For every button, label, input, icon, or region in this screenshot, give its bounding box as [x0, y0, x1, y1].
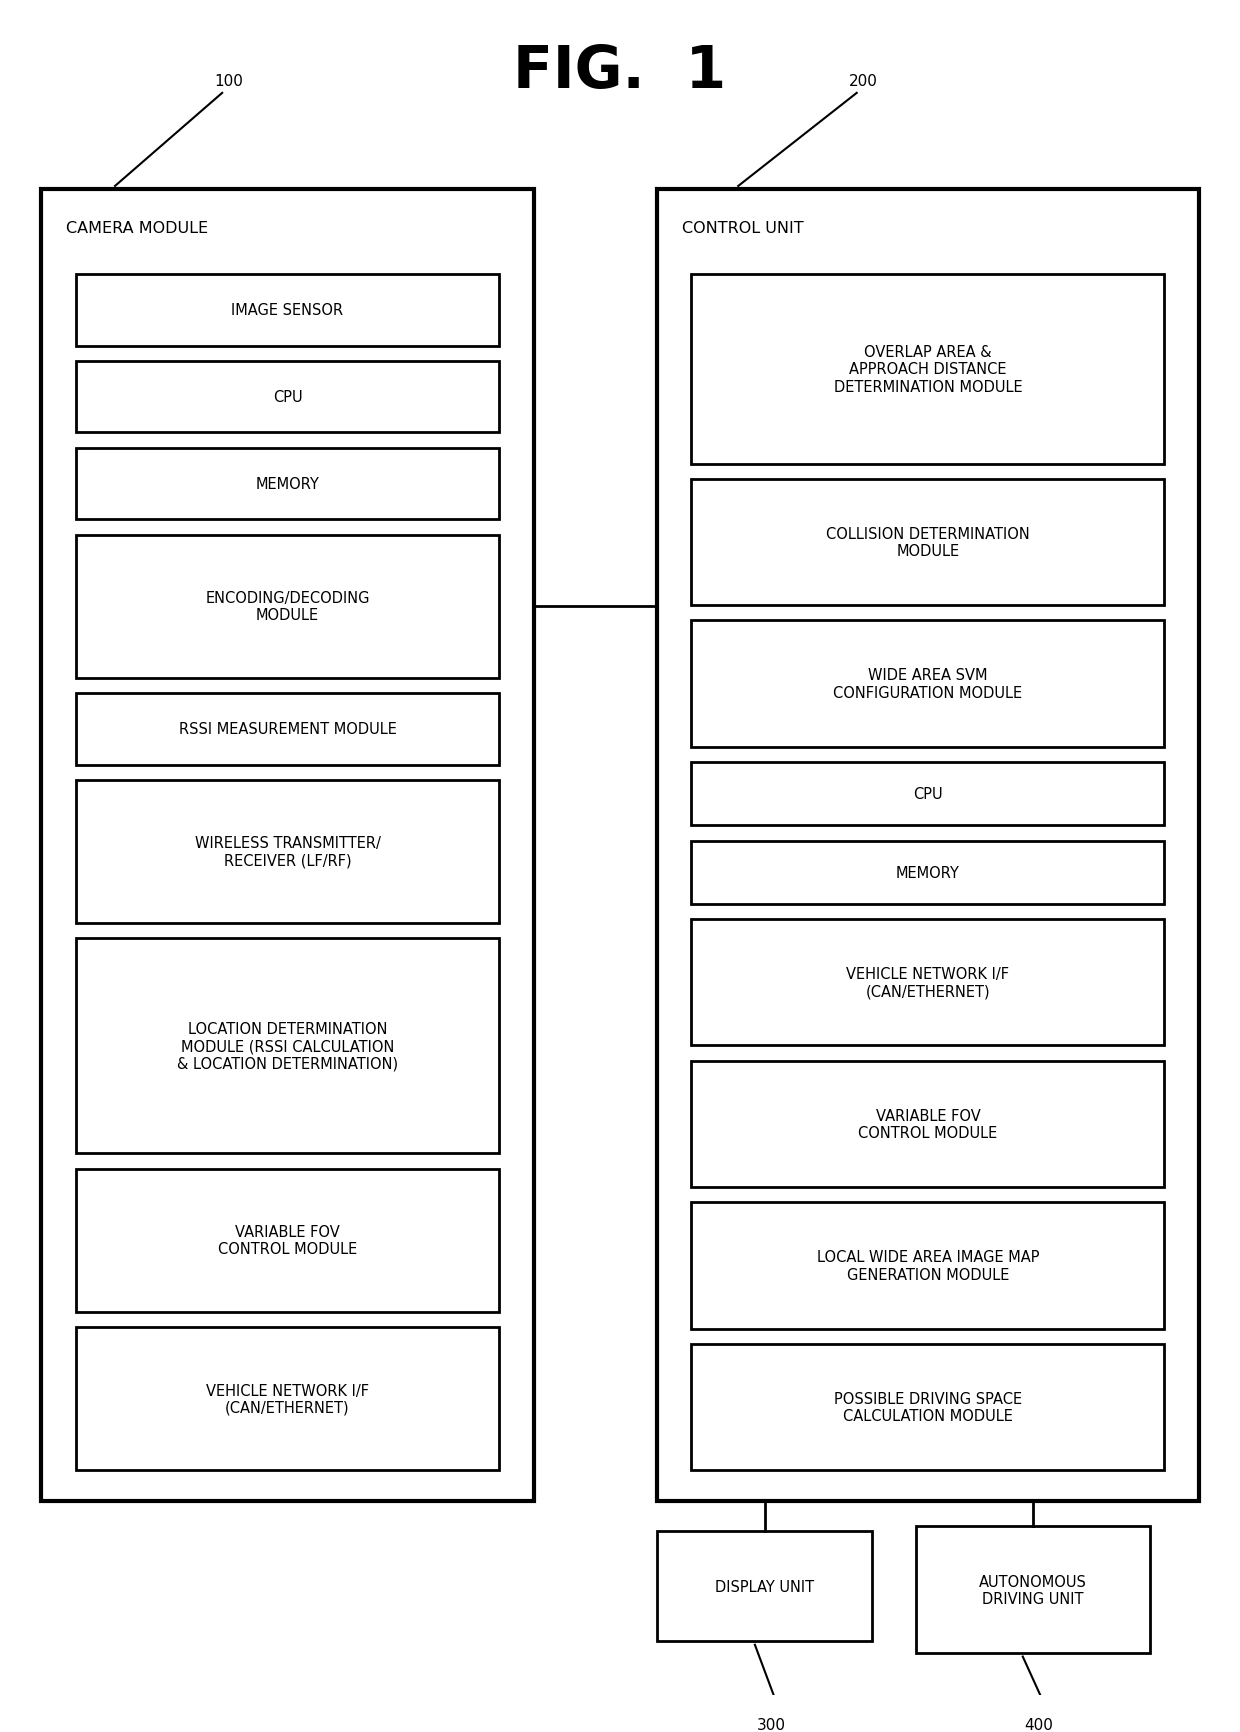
Text: 400: 400: [1024, 1718, 1053, 1732]
Bar: [692, 920, 1164, 1046]
Bar: [657, 1531, 873, 1642]
Text: MEMORY: MEMORY: [897, 866, 960, 880]
Bar: [692, 842, 1164, 904]
Bar: [915, 1526, 1149, 1654]
Bar: [41, 191, 533, 1502]
Bar: [692, 762, 1164, 826]
Text: COLLISION DETERMINATION
MODULE: COLLISION DETERMINATION MODULE: [826, 527, 1029, 559]
Text: IMAGE SENSOR: IMAGE SENSOR: [232, 303, 343, 319]
Text: WIRELESS TRANSMITTER/
RECEIVER (LF/RF): WIRELESS TRANSMITTER/ RECEIVER (LF/RF): [195, 837, 381, 868]
Text: 200: 200: [848, 74, 878, 88]
Text: FIG.  1: FIG. 1: [513, 43, 727, 100]
Bar: [76, 362, 500, 433]
Text: 100: 100: [213, 74, 243, 88]
Text: VARIABLE FOV
CONTROL MODULE: VARIABLE FOV CONTROL MODULE: [858, 1108, 997, 1140]
Bar: [657, 191, 1199, 1502]
Text: POSSIBLE DRIVING SPACE
CALCULATION MODULE: POSSIBLE DRIVING SPACE CALCULATION MODUL…: [833, 1391, 1022, 1424]
Text: ENCODING/DECODING
MODULE: ENCODING/DECODING MODULE: [205, 591, 370, 624]
Bar: [76, 275, 500, 346]
Text: MEMORY: MEMORY: [255, 476, 320, 492]
Text: LOCATION DETERMINATION
MODULE (RSSI CALCULATION
& LOCATION DETERMINATION): LOCATION DETERMINATION MODULE (RSSI CALC…: [177, 1022, 398, 1070]
Bar: [692, 1344, 1164, 1470]
Bar: [692, 275, 1164, 464]
Text: WIDE AREA SVM
CONFIGURATION MODULE: WIDE AREA SVM CONFIGURATION MODULE: [833, 669, 1023, 700]
Text: LOCAL WIDE AREA IMAGE MAP
GENERATION MODULE: LOCAL WIDE AREA IMAGE MAP GENERATION MOD…: [817, 1249, 1039, 1282]
Bar: [692, 1062, 1164, 1188]
Text: VEHICLE NETWORK I/F
(CAN/ETHERNET): VEHICLE NETWORK I/F (CAN/ETHERNET): [847, 966, 1009, 999]
Bar: [76, 1327, 500, 1470]
Bar: [76, 939, 500, 1154]
Text: RSSI MEASUREMENT MODULE: RSSI MEASUREMENT MODULE: [179, 722, 397, 736]
Text: VEHICLE NETWORK I/F
(CAN/ETHERNET): VEHICLE NETWORK I/F (CAN/ETHERNET): [206, 1382, 370, 1415]
Text: VARIABLE FOV
CONTROL MODULE: VARIABLE FOV CONTROL MODULE: [218, 1225, 357, 1257]
Bar: [76, 781, 500, 923]
Text: CAMERA MODULE: CAMERA MODULE: [66, 220, 208, 236]
Bar: [76, 535, 500, 679]
Text: AUTONOMOUS
DRIVING UNIT: AUTONOMOUS DRIVING UNIT: [978, 1574, 1086, 1606]
Bar: [692, 1202, 1164, 1328]
Text: OVERLAP AREA &
APPROACH DISTANCE
DETERMINATION MODULE: OVERLAP AREA & APPROACH DISTANCE DETERMI…: [833, 345, 1022, 395]
Text: CPU: CPU: [913, 786, 942, 802]
Bar: [692, 622, 1164, 748]
Bar: [76, 695, 500, 766]
Text: 300: 300: [756, 1718, 785, 1732]
Text: CPU: CPU: [273, 390, 303, 405]
Bar: [76, 449, 500, 520]
Bar: [76, 1169, 500, 1313]
Text: DISPLAY UNIT: DISPLAY UNIT: [715, 1580, 815, 1593]
Bar: [692, 480, 1164, 606]
Text: CONTROL UNIT: CONTROL UNIT: [682, 220, 804, 236]
